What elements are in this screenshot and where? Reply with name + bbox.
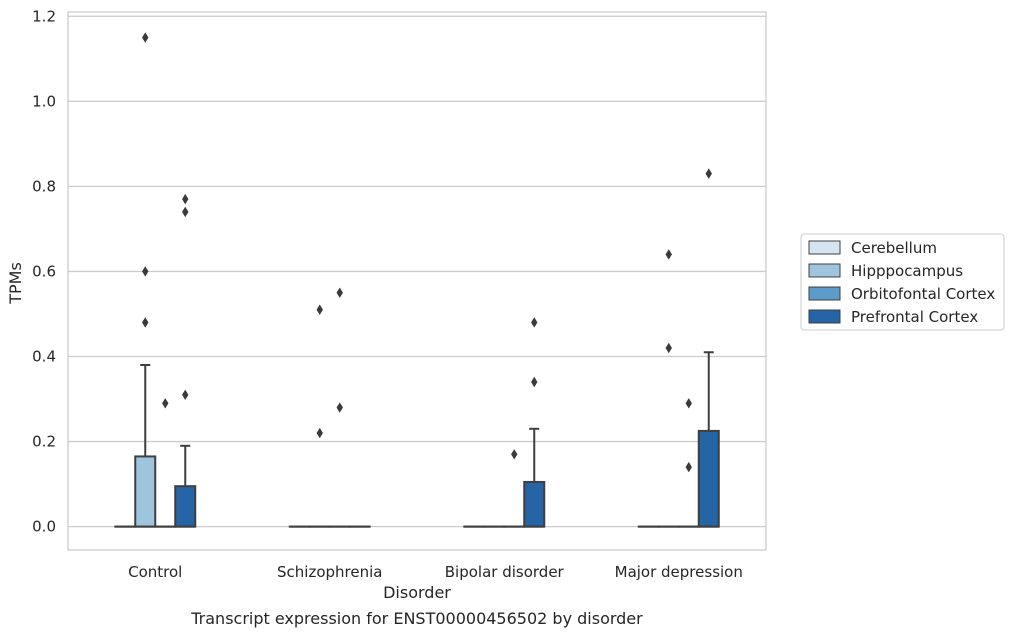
- x-axis-label: Disorder: [383, 583, 451, 602]
- box-prefrontal-cortex-major-depression: [697, 168, 720, 528]
- outlier-point: [336, 402, 343, 413]
- legend-label: Prefrontal Cortex: [851, 308, 978, 326]
- outlier-point: [142, 317, 149, 328]
- box-body: [174, 485, 197, 528]
- chart-caption: Transcript expression for ENST0000045650…: [190, 609, 643, 628]
- legend-swatch: [808, 240, 841, 255]
- y-tick-label: 0.6: [32, 262, 56, 280]
- y-tick-label: 0.4: [32, 347, 56, 365]
- outlier-point: [316, 304, 323, 315]
- gridlines: [68, 15, 766, 528]
- legend-swatch: [808, 286, 841, 301]
- outlier-point: [531, 376, 538, 388]
- y-tick-label: 1.0: [32, 92, 56, 110]
- outlier-point: [182, 193, 189, 205]
- outlier-point: [511, 449, 518, 460]
- outlier-point: [665, 249, 672, 260]
- y-tick-labels: 0.0 0.2 0.4 0.6 0.8 1.0 1.2: [32, 7, 56, 535]
- outlier-point: [316, 427, 323, 439]
- y-tick-label: 0.8: [32, 177, 56, 195]
- legend-label: Hipppocampus: [851, 262, 963, 280]
- legend-label: Orbitofontal Cortex: [851, 285, 995, 303]
- y-axis-label: TPMs: [6, 262, 25, 305]
- outlier-point: [142, 32, 149, 43]
- box-series: [114, 32, 720, 528]
- box-body: [134, 455, 157, 528]
- x-tick-label: Major depression: [615, 563, 743, 581]
- box-orbitofontal-cortex-schizophrenia: [328, 287, 351, 528]
- outlier-point: [182, 206, 189, 218]
- outlier-point: [142, 266, 149, 277]
- legend-label: Cerebellum: [851, 239, 937, 257]
- outlier-point: [336, 287, 343, 298]
- outlier-point: [685, 461, 692, 473]
- outlier-point: [705, 168, 712, 179]
- legend-swatch: [808, 309, 841, 324]
- box-body: [523, 480, 546, 528]
- outlier-point: [685, 398, 692, 409]
- legend-frame: [800, 233, 1005, 331]
- plot-area: [68, 12, 766, 550]
- outlier-point: [162, 398, 169, 409]
- box-prefrontal-cortex-bipolar-disorder: [523, 317, 546, 528]
- x-tick-labels: Control Schizophrenia Bipolar disorder Majo…: [128, 563, 743, 581]
- box-body: [697, 429, 720, 528]
- outlier-point: [531, 317, 538, 328]
- box-hipppocampus-control: [134, 32, 157, 528]
- x-tick-label: Control: [128, 563, 182, 581]
- y-tick-label: 0.2: [32, 433, 56, 451]
- y-tick-label: 0.0: [32, 518, 56, 536]
- plot-frame: [67, 11, 767, 551]
- y-tick-label: 1.2: [32, 7, 56, 25]
- outlier-point: [182, 389, 189, 400]
- x-tick-label: Schizophrenia: [277, 563, 382, 581]
- outlier-point: [665, 342, 672, 354]
- box-hipppocampus-major-depression: [657, 249, 680, 528]
- x-tick-label: Bipolar disorder: [445, 563, 565, 581]
- box-prefrontal-cortex-control: [174, 193, 197, 528]
- legend: Cerebellum Hipppocampus Orbitofontal Corte…: [800, 233, 1005, 331]
- legend-swatch: [808, 263, 841, 278]
